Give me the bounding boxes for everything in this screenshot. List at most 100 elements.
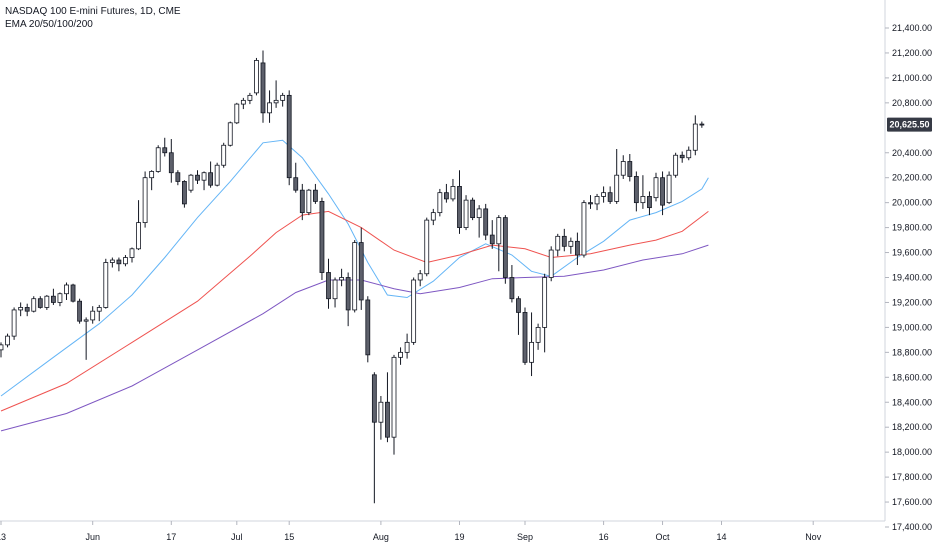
candle-body [5, 335, 10, 346]
candle-body [666, 174, 672, 204]
candle-body [679, 154, 685, 159]
candle-body [57, 293, 63, 303]
candle-body [529, 341, 534, 363]
x-tick-label: Aug [373, 532, 389, 542]
candle-body [699, 123, 705, 126]
candle-body [181, 181, 187, 205]
candle-body [535, 326, 541, 343]
candle-body [70, 284, 76, 302]
candle-body [77, 300, 82, 322]
candle-body [103, 262, 109, 308]
candle-body [581, 202, 587, 256]
candle-body [417, 273, 423, 281]
y-tick-label: 17,400.00 [892, 522, 932, 532]
candle-body [633, 176, 639, 204]
candle-body [227, 122, 233, 146]
candle-body [424, 219, 430, 275]
candle-body [555, 235, 561, 251]
candle-body [588, 202, 593, 205]
candle-body [168, 152, 174, 174]
candle-body [175, 172, 181, 182]
chart-legend: NASDAQ 100 E-mini Futures, 1D, CME EMA 2… [5, 5, 181, 31]
candle-body [136, 222, 141, 250]
candle-body [83, 319, 89, 322]
ema-line-1 [0, 139, 709, 397]
candle-body [195, 174, 200, 181]
x-axis-ticks: 13 Jun 17 Jul 15 Aug 19 Sep 16 Oct 14 Nov [0, 521, 822, 542]
candle-body [601, 192, 606, 197]
y-tick-label: 17,800.00 [892, 472, 932, 482]
candle-body [404, 341, 410, 353]
x-tick-label: Jun [85, 532, 100, 542]
candle-body [221, 144, 227, 166]
candle-body [568, 240, 574, 247]
candle-body [516, 298, 521, 313]
candle-body [109, 259, 115, 263]
candle-body [208, 172, 214, 186]
candle-body [594, 196, 600, 205]
candle-body [240, 99, 246, 105]
candle-body [542, 277, 548, 328]
y-tick-label: 19,800.00 [892, 223, 932, 233]
x-tick-label: Oct [656, 532, 671, 542]
x-tick-label: 14 [716, 532, 726, 542]
candle-body [489, 234, 495, 245]
y-tick-label: 17,600.00 [892, 497, 932, 507]
indicator-label: EMA 20/50/100/200 [5, 19, 93, 30]
y-tick-label: 20,000.00 [892, 198, 932, 208]
candle-body [437, 192, 443, 214]
candle-body [430, 212, 436, 221]
candle-body [31, 298, 37, 312]
last-price-label-bg [887, 117, 932, 132]
candle-body [647, 196, 652, 209]
x-tick-label: 16 [599, 532, 609, 542]
candle-body [18, 307, 24, 311]
candle-body [51, 295, 56, 303]
y-tick-label: 19,200.00 [892, 297, 932, 307]
candle-body [548, 249, 554, 278]
candle-body [123, 257, 128, 265]
candle-body [11, 309, 17, 337]
candle-body [443, 192, 449, 200]
candle-body [345, 277, 351, 311]
candle-body [162, 147, 168, 154]
candle-body [44, 295, 50, 308]
y-axis-ticks: 17,400.00 17,600.00 17,800.00 18,000.00 18,2… [885, 23, 932, 532]
candle-body [378, 401, 384, 423]
candle-body [142, 177, 148, 224]
y-tick-label: 18,000.00 [892, 447, 932, 457]
candle-body [306, 189, 312, 214]
candle-body [24, 307, 30, 312]
candle-body [692, 123, 698, 151]
candle-body [293, 177, 299, 191]
candles [0, 50, 705, 504]
candle-body [214, 164, 220, 186]
candle-body [254, 60, 259, 94]
candle-body [627, 161, 633, 177]
candle-body [319, 201, 325, 273]
candle-body [640, 196, 646, 204]
candle-body [385, 401, 390, 438]
y-tick-label: 21,200.00 [892, 48, 932, 58]
candle-body [463, 199, 469, 228]
candle-body [502, 217, 508, 278]
candle-body [614, 174, 620, 202]
candle-body [352, 242, 358, 311]
y-tick-label: 20,800.00 [892, 98, 932, 108]
candle-body [653, 177, 659, 199]
candle-body [280, 94, 286, 101]
x-tick-label: 15 [284, 532, 294, 542]
ema-lines [0, 139, 709, 432]
ema-line-3 [0, 244, 709, 432]
candle-body [607, 192, 613, 202]
x-tick-label: 13 [0, 532, 6, 542]
x-tick-label: 19 [454, 532, 464, 542]
candle-body [398, 351, 403, 358]
candle-body [37, 298, 43, 308]
candle-body [575, 240, 580, 256]
candle-body [155, 147, 161, 172]
candle-body [286, 94, 292, 179]
candle-body [116, 259, 122, 265]
y-tick-label: 19,600.00 [892, 248, 932, 258]
